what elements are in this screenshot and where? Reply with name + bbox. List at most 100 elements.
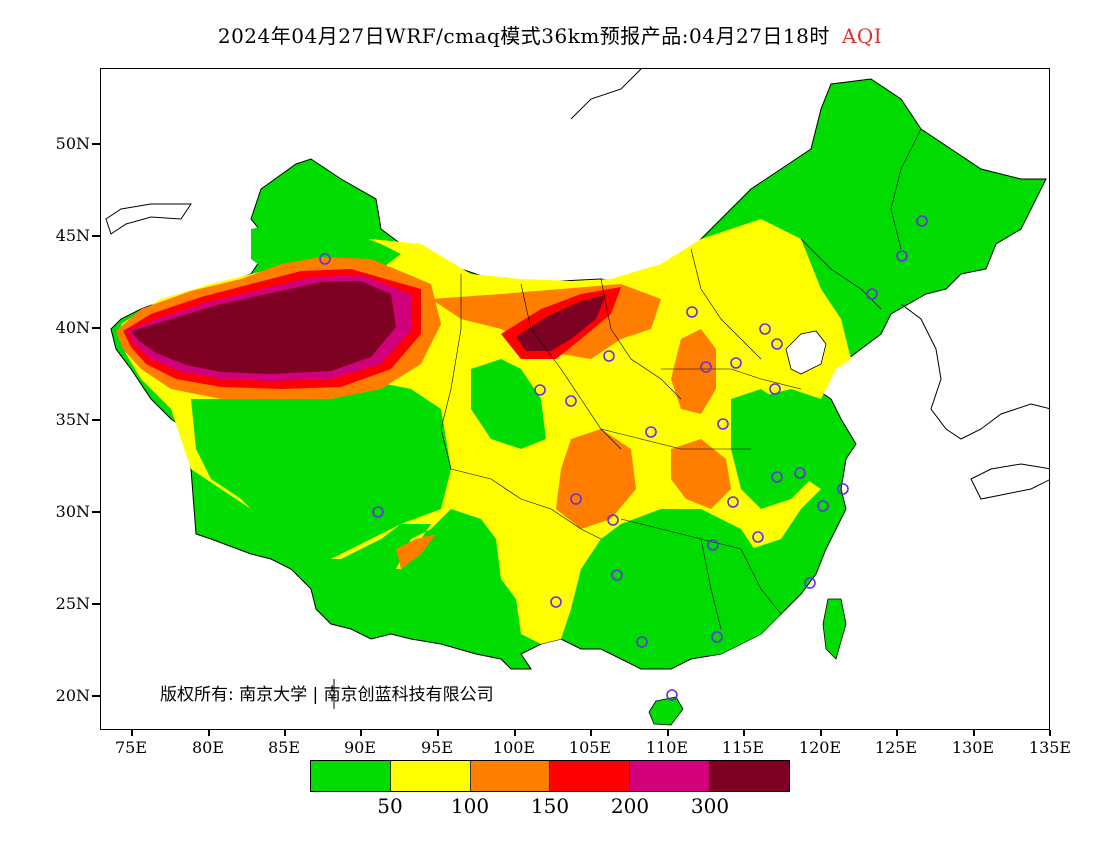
station-marker: [759, 323, 771, 335]
y-tick-mark: [92, 511, 100, 513]
legend-swatch-medium: [550, 761, 631, 791]
legend-swatch-moderate: [390, 761, 471, 791]
aqi-maroon-tarim: [131, 281, 396, 374]
y-tick-label: 30N: [55, 502, 90, 521]
station-marker: [771, 338, 783, 350]
y-tick-label: 50N: [55, 134, 90, 153]
station-marker: [603, 350, 615, 362]
aqi-orange-hubei: [671, 439, 731, 509]
aqi-green-patch-tibet: [191, 379, 451, 559]
x-tick-mark: [360, 730, 362, 736]
station-marker: [372, 506, 384, 518]
station-marker: [550, 596, 562, 608]
x-tick-label: 85E: [267, 738, 301, 757]
map-title: 2024年04月27日WRF/cmaq模式36km预报产品:04月27日18时 A…: [0, 20, 1100, 49]
y-tick-label: 20N: [55, 686, 90, 705]
aqi-green-patch-qinghai: [471, 359, 546, 449]
station-marker: [837, 483, 849, 495]
title-main: 2024年04月27日WRF/cmaq模式36km预报产品:04月27日18时: [217, 24, 830, 48]
station-marker: [817, 500, 829, 512]
station-marker: [645, 426, 657, 438]
x-tick-mark: [514, 730, 516, 736]
x-tick-mark: [208, 730, 210, 736]
legend-label: 100: [450, 794, 490, 818]
aqi-orange-shanxi: [671, 329, 716, 414]
aqi-maroon-alxa: [516, 295, 606, 351]
x-tick-label: 90E: [343, 738, 377, 757]
legend-swatch-good: [311, 761, 391, 791]
station-marker: [727, 496, 739, 508]
x-tick-label: 75E: [114, 738, 148, 757]
aqi-map: [100, 68, 1050, 730]
neighbor-coast-kamchatka: [570, 69, 642, 120]
station-marker: [666, 689, 678, 701]
station-marker: [570, 493, 582, 505]
neighbor-korea-japan: [900, 303, 1049, 500]
x-tick-mark: [131, 730, 133, 736]
y-tick-mark: [92, 695, 100, 697]
neighbor-lake-balkhash: [105, 203, 192, 235]
station-marker: [804, 577, 816, 589]
x-tick-mark: [590, 730, 592, 736]
station-marker: [794, 467, 806, 479]
x-tick-label: 120E: [798, 738, 842, 757]
station-marker: [534, 384, 546, 396]
y-tick-mark: [92, 143, 100, 145]
neighbor-hainan: [648, 696, 684, 726]
legend-label: 200: [610, 794, 650, 818]
x-tick-label: 135E: [1028, 738, 1072, 757]
station-markers: [319, 215, 928, 701]
x-tick-mark: [1049, 730, 1051, 736]
x-tick-mark: [284, 730, 286, 736]
x-tick-label: 125E: [874, 738, 918, 757]
station-marker: [717, 418, 729, 430]
legend-swatch-severe: [710, 761, 789, 791]
station-marker: [916, 215, 928, 227]
title-variable: AQI: [841, 24, 883, 48]
station-marker: [769, 383, 781, 395]
station-marker: [636, 636, 648, 648]
legend-label: 50: [377, 794, 403, 818]
y-tick-label: 45N: [55, 226, 90, 245]
copyright-text: 版权所有: 南京大学 | 南京创蓝科技有限公司: [160, 685, 494, 705]
x-tick-label: 105E: [568, 738, 612, 757]
station-marker: [707, 539, 719, 551]
aqi-green-patch-east: [731, 389, 811, 509]
station-marker: [711, 631, 723, 643]
y-tick-label: 35N: [55, 410, 90, 429]
x-tick-mark: [667, 730, 669, 736]
station-marker: [607, 514, 619, 526]
x-tick-mark: [437, 730, 439, 736]
station-marker: [319, 253, 331, 265]
aqi-green-patch-south: [616, 509, 801, 659]
y-tick-label: 40N: [55, 318, 90, 337]
station-marker: [752, 531, 764, 543]
y-tick-label: 25N: [55, 594, 90, 613]
y-tick-mark: [92, 235, 100, 237]
station-marker: [866, 288, 878, 300]
legend-label: 150: [530, 794, 570, 818]
station-marker: [730, 357, 742, 369]
legend-swatch-heavy: [630, 761, 711, 791]
x-tick-label: 110E: [645, 738, 689, 757]
x-tick-mark: [973, 730, 975, 736]
station-marker: [771, 471, 783, 483]
y-tick-mark: [92, 603, 100, 605]
x-tick-label: 115E: [721, 738, 765, 757]
x-tick-mark: [743, 730, 745, 736]
x-tick-mark: [820, 730, 822, 736]
station-marker: [686, 306, 698, 318]
y-tick-mark: [92, 327, 100, 329]
station-marker: [565, 395, 577, 407]
legend-label: 300: [690, 794, 730, 818]
aqi-orange-tibet-se: [396, 534, 436, 569]
bohai-sea: [785, 330, 827, 375]
aqi-color-legend: [310, 760, 790, 792]
x-tick-label: 130E: [951, 738, 995, 757]
x-tick-label: 80E: [191, 738, 225, 757]
station-marker: [611, 569, 623, 581]
x-tick-label: 100E: [492, 738, 536, 757]
y-tick-mark: [92, 419, 100, 421]
station-marker: [700, 361, 712, 373]
station-marker: [896, 250, 908, 262]
